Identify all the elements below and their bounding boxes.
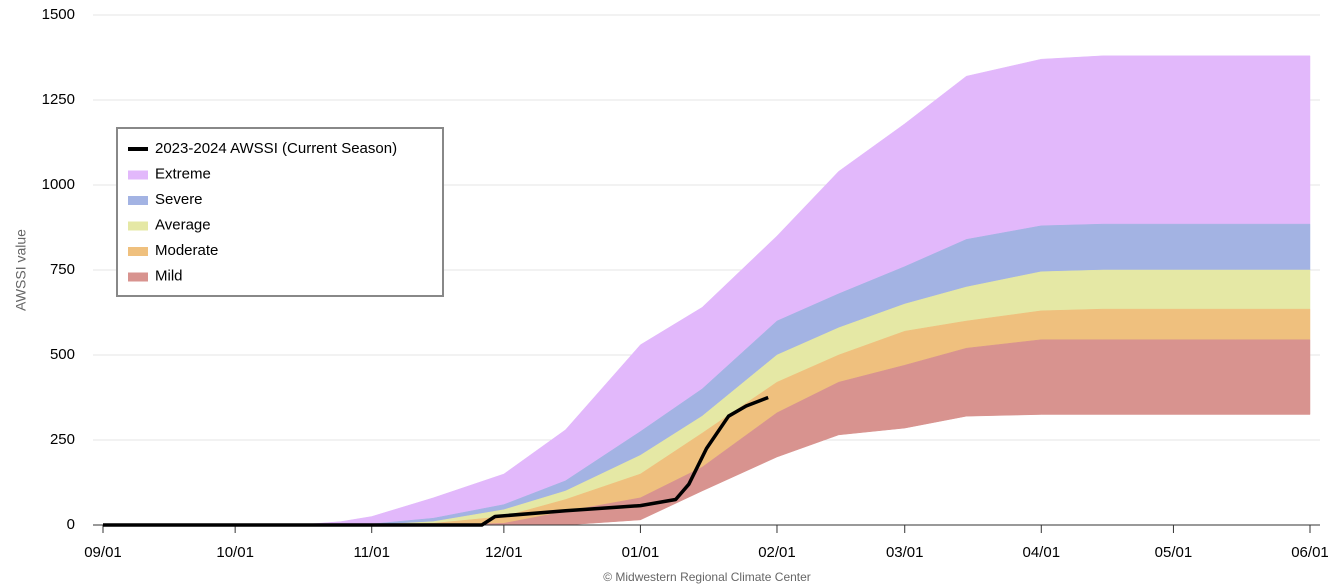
season-line (103, 395, 769, 527)
legend-label: Mild (155, 267, 183, 284)
x-tick-label: 11/01 (353, 544, 389, 561)
x-tick-label: 12/01 (485, 544, 523, 561)
y-tick-label: 500 (50, 346, 75, 363)
legend-label: Moderate (155, 242, 218, 259)
x-tick-label: 09/01 (84, 544, 122, 561)
x-tick-label: 05/01 (1155, 544, 1193, 561)
y-tick-label: 1250 (42, 91, 75, 108)
legend-label: Average (155, 216, 211, 233)
legend-swatch (128, 196, 148, 205)
legend-swatch (128, 221, 148, 231)
y-tick-label: 750 (50, 261, 75, 278)
y-tick-label: 250 (50, 431, 75, 448)
x-tick-label: 03/01 (886, 544, 924, 561)
legend: 2023-2024 AWSSI (Current Season) Extreme S… (116, 127, 444, 297)
legend-label: 2023-2024 AWSSI (Current Season) (155, 140, 397, 157)
y-axis-label: AWSSI value (13, 229, 29, 311)
x-tick-label: 02/01 (758, 544, 796, 561)
legend-label: Severe (155, 191, 203, 208)
legend-swatch (128, 247, 148, 256)
x-tick-label: 10/01 (216, 544, 254, 561)
y-tick-label: 0 (67, 516, 75, 533)
x-tick-label: 01/01 (622, 544, 660, 561)
x-tick-label: 06/01 (1291, 544, 1329, 561)
legend-swatch (128, 272, 148, 282)
legend-box (116, 127, 444, 297)
legend-label: Extreme (155, 165, 211, 182)
y-tick-label: 1500 (42, 6, 75, 23)
y-tick-label: 1000 (42, 176, 75, 193)
x-tick-label: 04/01 (1023, 544, 1061, 561)
legend-swatch (128, 170, 148, 180)
credit: © Midwestern Regional Climate Center (603, 570, 811, 584)
